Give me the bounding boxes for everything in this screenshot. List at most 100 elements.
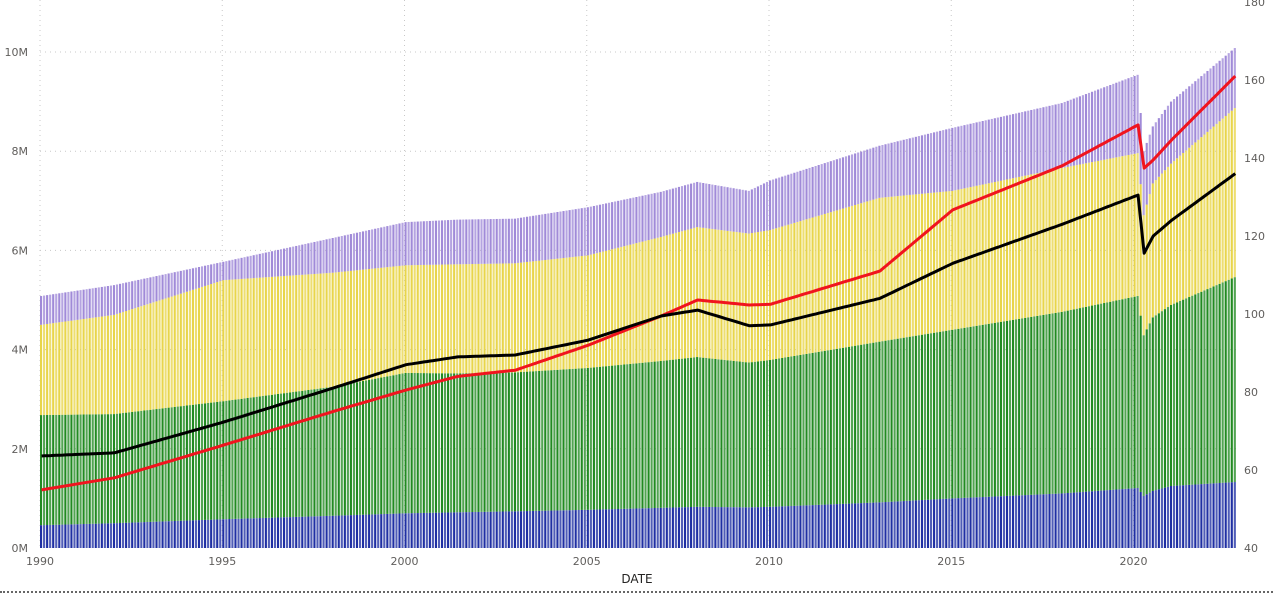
- bar-segment-3: [893, 142, 896, 197]
- bar-segment-2: [58, 322, 61, 415]
- bar-segment-1: [501, 372, 504, 512]
- bar-segment-1: [1094, 304, 1097, 492]
- bar-segment-1: [753, 361, 756, 508]
- bar-segment-0: [146, 521, 149, 548]
- bar-segment-0: [723, 507, 726, 548]
- bar-segment-0: [328, 515, 331, 548]
- bar-segment-2: [118, 312, 122, 414]
- bar-segment-3: [598, 204, 602, 253]
- bar-segment-3: [881, 145, 884, 198]
- bar-segment-3: [917, 136, 920, 195]
- bar-segment-1: [796, 355, 799, 506]
- bar-segment-2: [811, 217, 814, 353]
- bar-segment-1: [835, 348, 838, 505]
- bar-segment-1: [963, 327, 966, 498]
- bar-segment-3: [629, 198, 632, 245]
- bar-segment-1: [854, 345, 857, 504]
- bars: [40, 48, 1236, 548]
- bar-segment-3: [246, 256, 249, 279]
- bar-segment-0: [507, 511, 510, 548]
- bar-segment-3: [1176, 96, 1179, 159]
- bar-segment-3: [304, 243, 307, 275]
- bar-segment-3: [146, 278, 149, 305]
- bar-segment-1: [1172, 303, 1176, 486]
- bar-segment-1: [650, 361, 653, 509]
- bar-segment-1: [273, 394, 277, 518]
- bar-segment-0: [216, 519, 219, 548]
- bar-segment-0: [316, 516, 319, 548]
- bar-segment-1: [173, 406, 176, 521]
- bar-segment-1: [179, 406, 182, 521]
- bar-segment-3: [611, 202, 614, 250]
- bar-segment-1: [434, 373, 438, 513]
- bar-segment-3: [392, 224, 395, 267]
- bar-segment-0: [902, 501, 905, 548]
- bar-segment-2: [987, 183, 990, 324]
- bar-segment-3: [805, 168, 808, 220]
- bar-segment-1: [832, 349, 835, 505]
- bar-segment-3: [705, 183, 708, 229]
- bar-segment-2: [686, 229, 690, 359]
- bar-segment-2: [765, 230, 769, 361]
- bar-segment-3: [450, 219, 453, 265]
- bar-segment-2: [200, 286, 204, 404]
- bar-segment-3: [252, 255, 255, 279]
- bar-segment-1: [769, 360, 772, 507]
- bar-segment-1: [1024, 317, 1027, 496]
- bar-segment-1: [61, 414, 64, 525]
- bar-segment-2: [1024, 175, 1027, 318]
- bar-segment-1: [52, 414, 55, 525]
- bar-segment-1: [923, 334, 927, 500]
- bar-segment-3: [1018, 112, 1021, 177]
- bar-segment-2: [711, 228, 714, 359]
- bar-segment-2: [1027, 175, 1030, 318]
- bar-segment-0: [1176, 485, 1179, 548]
- bar-segment-1: [477, 373, 480, 512]
- bar-segment-2: [923, 193, 927, 335]
- bar-segment-0: [656, 507, 659, 548]
- bar-segment-0: [1060, 493, 1063, 548]
- bar-segment-0: [857, 503, 860, 548]
- bar-segment-1: [352, 382, 355, 516]
- bar-segment-0: [574, 510, 577, 548]
- bar-segment-3: [1142, 151, 1145, 216]
- bar-segment-3: [735, 188, 738, 233]
- bar-segment-0: [486, 511, 489, 548]
- bar-segment-2: [535, 260, 538, 372]
- bar-segment-0: [1112, 489, 1115, 548]
- bar-segment-2: [580, 256, 583, 369]
- bar-segment-3: [504, 218, 507, 264]
- bar-segment-3: [273, 250, 277, 277]
- bar-segment-0: [374, 514, 377, 548]
- bar-segment-0: [769, 506, 772, 548]
- bar-segment-3: [213, 263, 216, 284]
- bar-segment-1: [1027, 317, 1030, 495]
- bar-segment-3: [1112, 83, 1115, 158]
- bar-segment-0: [665, 507, 668, 548]
- bar-segment-0: [975, 497, 978, 548]
- bar-segment-2: [368, 269, 371, 380]
- bar-segment-3: [708, 184, 711, 229]
- bar-segment-3: [200, 266, 204, 287]
- bar-segment-1: [1112, 301, 1115, 490]
- bar-segment-2: [298, 274, 301, 392]
- bar-segment-3: [477, 219, 480, 264]
- bar-segment-3: [638, 196, 641, 243]
- bar-segment-3: [1194, 81, 1197, 143]
- bar-segment-1: [1224, 281, 1227, 483]
- bar-segment-2: [863, 202, 866, 345]
- bar-segment-1: [1030, 316, 1033, 495]
- bar-segment-3: [863, 150, 866, 203]
- bar-segment-0: [513, 511, 516, 548]
- bar-segment-2: [808, 218, 811, 354]
- bar-segment-1: [1005, 320, 1009, 496]
- bar-segment-1: [1218, 283, 1221, 483]
- bar-segment-0: [304, 516, 307, 548]
- bar-segment-0: [498, 511, 501, 548]
- bar-segment-0: [799, 505, 802, 548]
- bar-segment-2: [173, 295, 176, 407]
- bar-segment-0: [929, 499, 933, 548]
- bar-segment-2: [270, 276, 273, 395]
- bar-segment-2: [1154, 180, 1157, 316]
- bar-segment-0: [881, 502, 884, 548]
